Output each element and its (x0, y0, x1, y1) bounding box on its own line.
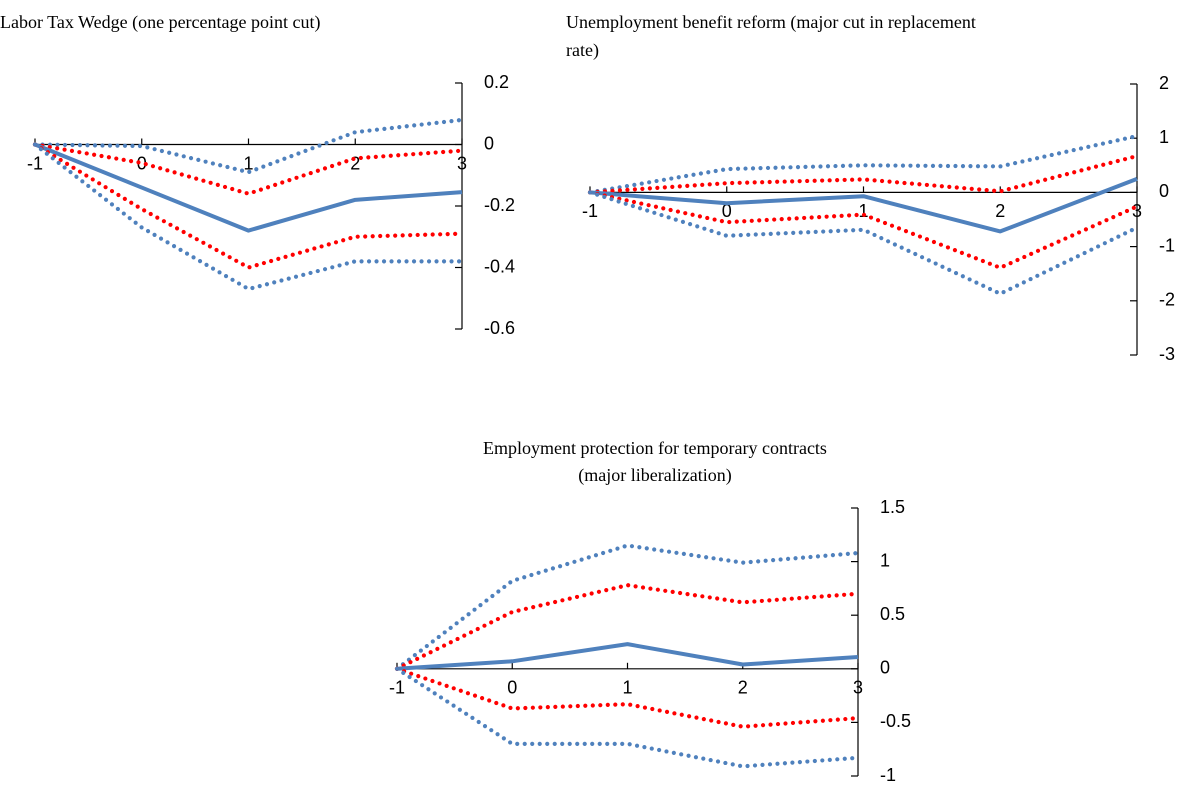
x-tick-label: 2 (350, 153, 360, 173)
y-tick-label: -1 (1159, 235, 1175, 255)
line-series (32, 117, 465, 175)
y-tick-label: 0 (880, 658, 890, 678)
line-series (32, 142, 465, 270)
line-series (34, 142, 463, 233)
y-tick-label: -0.4 (484, 256, 515, 276)
y-tick-label: 0 (1159, 181, 1169, 201)
y-tick-label: -3 (1159, 344, 1175, 364)
x-tick-label: 2 (738, 678, 748, 698)
x-tick-label: 0 (507, 678, 517, 698)
line-series (394, 666, 861, 769)
x-tick-label: 1 (243, 153, 253, 173)
y-tick-label: -0.5 (880, 711, 911, 731)
line-series (396, 642, 859, 671)
x-tick-label: -1 (27, 153, 43, 173)
y-tick-label: 1 (880, 550, 890, 570)
y-tick-label: 0.5 (880, 604, 905, 624)
y-tick-label: -0.2 (484, 195, 515, 215)
chart-title: Employment protection for temporary cont… (483, 438, 827, 485)
line-series (394, 543, 861, 671)
line-series (587, 190, 1140, 270)
x-tick-label: 1 (858, 201, 868, 221)
line-series (589, 176, 1138, 234)
y-tick-label: -0.6 (484, 318, 515, 338)
y-tick-label: -2 (1159, 290, 1175, 310)
chart-title: Unemployment benefit reform (major cut i… (566, 12, 976, 60)
x-tick-label: 0 (722, 201, 732, 221)
line-series (32, 142, 465, 196)
line-series (394, 666, 861, 729)
x-tick-label: -1 (389, 678, 405, 698)
x-tick-label: 3 (1132, 201, 1142, 221)
y-tick-label: 0 (484, 133, 494, 153)
line-series (394, 583, 861, 671)
x-tick-label: -1 (582, 201, 598, 221)
x-tick-label: 0 (137, 153, 147, 173)
line-series (587, 190, 1140, 296)
x-tick-label: 3 (457, 153, 467, 173)
y-tick-label: 2 (1159, 73, 1169, 93)
line-series (587, 133, 1140, 195)
x-tick-label: 2 (995, 201, 1005, 221)
y-tick-label: 0.2 (484, 72, 509, 92)
chart-title: Labor Tax Wedge (one percentage point cu… (0, 12, 321, 32)
x-tick-label: 1 (622, 678, 632, 698)
line-series (32, 142, 465, 292)
y-tick-label: -1 (880, 765, 896, 785)
x-tick-label: 3 (853, 678, 863, 698)
y-tick-label: 1 (1159, 127, 1169, 147)
line-series (587, 153, 1140, 195)
y-tick-label: 1.5 (880, 497, 905, 517)
